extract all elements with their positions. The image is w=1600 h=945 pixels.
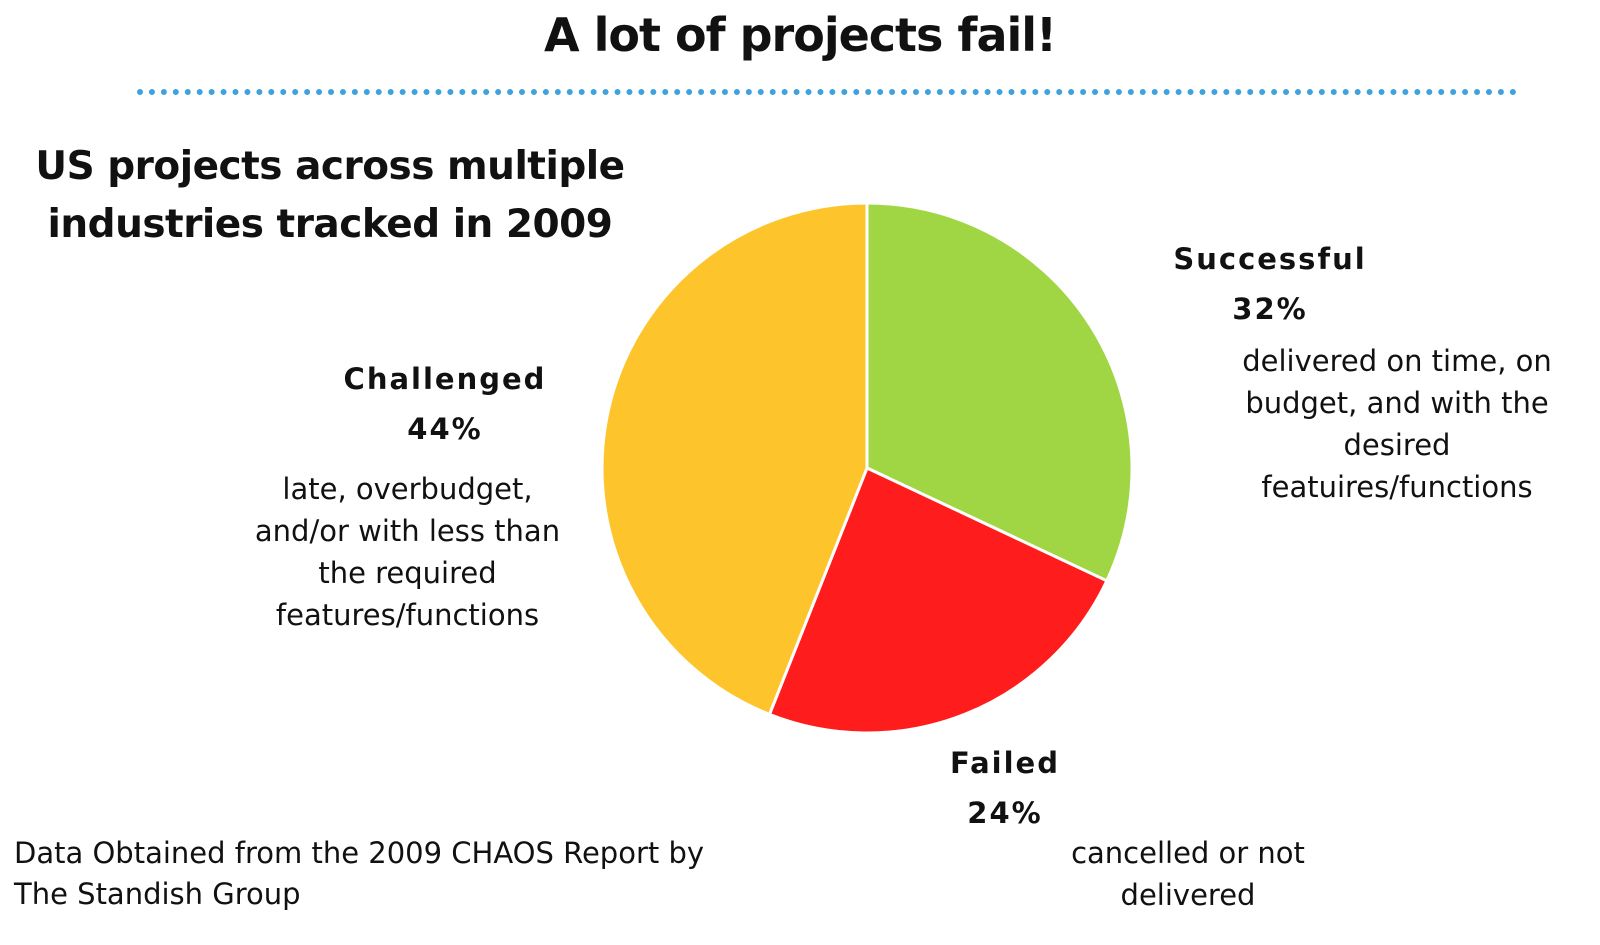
slice-label-successful: Successful: [1173, 242, 1367, 276]
chart-title: US projects across multiple industries t…: [35, 144, 625, 247]
slice-desc-failed: cancelled or not delivered: [1071, 836, 1305, 912]
page-title: A lot of projects fail!: [543, 8, 1057, 62]
slice-desc-challenged: late, overbudget, and/or with less than …: [254, 472, 561, 632]
title-divider: [137, 89, 1517, 95]
pie-slice-successful: [865, 201, 1134, 583]
slice-desc-successful: delivered on time, on budget, and with t…: [1242, 344, 1552, 504]
slice-value-challenged: 44%: [407, 412, 483, 446]
slice-label-challenged: Challenged: [343, 362, 547, 396]
pie-slice-failed: [767, 466, 1109, 735]
source-note: Data Obtained from the 2009 CHAOS Report…: [14, 836, 705, 911]
slice-label-failed: Failed: [950, 746, 1060, 780]
slice-value-successful: 32%: [1232, 292, 1308, 326]
pie-slice-challenged: [600, 201, 869, 716]
slice-value-failed: 24%: [967, 796, 1043, 830]
